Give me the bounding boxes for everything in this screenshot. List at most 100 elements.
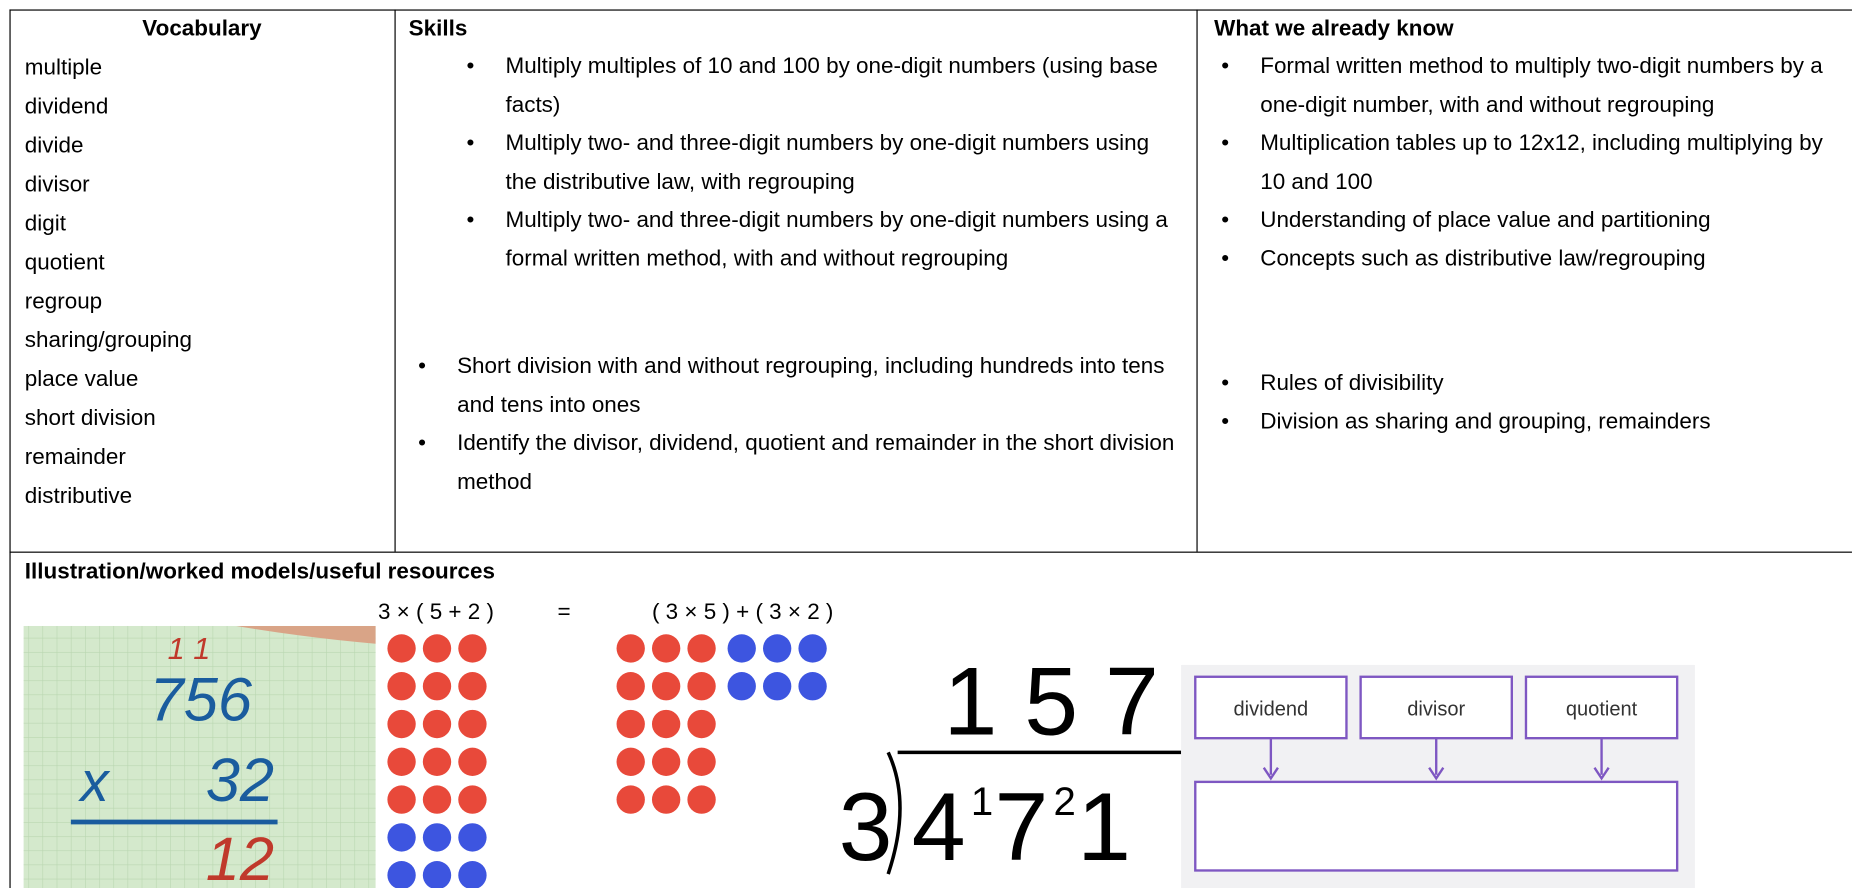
dot	[387, 672, 416, 701]
vocabulary-word: digit	[24, 211, 66, 237]
resources-title: Illustration/worked models/useful resour…	[24, 559, 495, 585]
sign: x	[77, 751, 110, 814]
known-title: What we already know	[1214, 16, 1454, 42]
dot	[651, 672, 681, 701]
arrow	[1593, 738, 1610, 781]
dot	[422, 634, 452, 663]
dot	[687, 785, 716, 814]
equation-box	[1194, 780, 1679, 872]
dot	[458, 672, 487, 701]
dot	[616, 785, 645, 814]
dot	[387, 709, 416, 739]
carry: 1 1	[168, 631, 211, 666]
quotient: 1 5 7	[943, 647, 1158, 756]
dot	[616, 709, 645, 739]
skill-item: Short division with and without regroupi…	[418, 348, 1183, 425]
dot	[727, 672, 756, 701]
digit: 4	[912, 772, 966, 881]
skill-item: Multiply two- and three-digit numbers by…	[467, 125, 1179, 202]
known-item: Understanding of place value and partiti…	[1221, 202, 1851, 240]
dot	[687, 672, 716, 701]
dot	[798, 672, 827, 701]
known-item: Formal written method to multiply two-di…	[1221, 48, 1851, 125]
term-label: divisor	[1407, 699, 1465, 721]
grid	[23, 625, 376, 888]
dot	[387, 785, 416, 814]
vocabulary-word: short division	[24, 406, 156, 432]
dot	[798, 634, 827, 663]
skill-item: Multiply two- and three-digit numbers by…	[467, 202, 1179, 279]
dot	[422, 709, 452, 739]
dot	[422, 861, 452, 888]
vocabulary-word: sharing/grouping	[24, 328, 192, 354]
vocabulary-word: distributive	[24, 484, 133, 510]
divisor: 3	[839, 772, 893, 881]
table-border	[9, 9, 11, 888]
dot	[727, 634, 756, 663]
dot	[762, 672, 792, 701]
dot	[687, 634, 716, 663]
table-border	[9, 9, 1852, 11]
dot	[651, 709, 681, 739]
vocabulary-word: divisor	[24, 172, 90, 198]
dot	[616, 634, 645, 663]
dot	[458, 823, 487, 852]
table-border	[9, 551, 1852, 553]
dot	[387, 634, 416, 663]
known-item: Multiplication tables up to 12x12, inclu…	[1221, 125, 1851, 202]
dot-arrays	[387, 634, 827, 888]
dot	[422, 823, 452, 852]
dot	[687, 747, 716, 776]
skill-item: Identify the divisor, dividend, quotient…	[418, 425, 1183, 502]
digit: 1	[971, 779, 993, 824]
known-list: Rules of divisibilityDivision as sharing…	[1221, 365, 1851, 442]
skills-title: Skills	[408, 16, 468, 42]
vocabulary-word: quotient	[24, 250, 105, 276]
vocabulary-word: remainder	[24, 445, 126, 471]
term-box	[1194, 675, 1348, 740]
dot	[458, 861, 487, 888]
digit: 1	[1077, 772, 1131, 881]
vocabulary-word: place value	[24, 367, 139, 393]
dot	[422, 672, 452, 701]
digit: 7	[994, 772, 1048, 881]
hand	[236, 625, 376, 644]
term-box	[1359, 675, 1513, 740]
vocabulary-word: divide	[24, 133, 84, 159]
vocabulary-word: regroup	[24, 289, 103, 315]
dot	[762, 634, 792, 663]
expression: ( 3 × 5 ) + ( 3 × 2 )	[652, 599, 833, 624]
term-box	[1524, 675, 1679, 740]
dot	[458, 634, 487, 663]
term-label: dividend	[1233, 699, 1308, 721]
top-number: 756	[150, 665, 253, 734]
known-item: Concepts such as distributive law/regrou…	[1221, 240, 1851, 278]
dot	[651, 634, 681, 663]
term-label: quotient	[1566, 699, 1638, 721]
dot	[651, 747, 681, 776]
digit: 2	[1054, 779, 1076, 824]
arrow	[1428, 738, 1445, 781]
expression: 3 × ( 5 + 2 )	[378, 599, 494, 624]
division-bracket	[886, 750, 1182, 875]
dot	[422, 785, 452, 814]
known-list: Formal written method to multiply two-di…	[1221, 48, 1851, 278]
dot	[651, 785, 681, 814]
dot	[687, 709, 716, 739]
arrow	[1262, 738, 1279, 781]
dot	[616, 672, 645, 701]
known-item: Rules of divisibility	[1221, 365, 1851, 403]
equals: =	[557, 599, 570, 624]
vocabulary-list: multiple dividend divide divisor digit quotie…	[25, 48, 192, 516]
table-border	[394, 9, 396, 552]
vocabulary-title: Vocabulary	[142, 16, 262, 42]
dot	[458, 709, 487, 739]
dot	[616, 747, 645, 776]
dot	[422, 747, 452, 776]
dot	[387, 823, 416, 852]
dot	[387, 747, 416, 776]
